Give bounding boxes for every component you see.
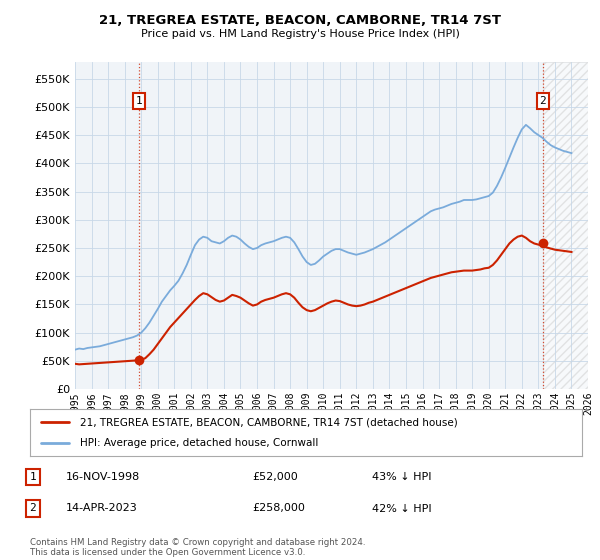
- Text: 1: 1: [29, 472, 37, 482]
- Text: £258,000: £258,000: [252, 503, 305, 514]
- Bar: [543, 62, 588, 389]
- Text: HPI: Average price, detached house, Cornwall: HPI: Average price, detached house, Corn…: [80, 438, 318, 448]
- Text: 16-NOV-1998: 16-NOV-1998: [66, 472, 140, 482]
- Text: 21, TREGREA ESTATE, BEACON, CAMBORNE, TR14 7ST: 21, TREGREA ESTATE, BEACON, CAMBORNE, TR…: [99, 14, 501, 27]
- Text: 1: 1: [136, 96, 143, 106]
- Text: £52,000: £52,000: [252, 472, 298, 482]
- Text: 2: 2: [29, 503, 37, 514]
- Text: Contains HM Land Registry data © Crown copyright and database right 2024.
This d: Contains HM Land Registry data © Crown c…: [30, 538, 365, 557]
- Text: 43% ↓ HPI: 43% ↓ HPI: [372, 472, 431, 482]
- Text: 21, TREGREA ESTATE, BEACON, CAMBORNE, TR14 7ST (detached house): 21, TREGREA ESTATE, BEACON, CAMBORNE, TR…: [80, 417, 457, 427]
- Text: 2: 2: [539, 96, 547, 106]
- Text: 42% ↓ HPI: 42% ↓ HPI: [372, 503, 431, 514]
- Text: 14-APR-2023: 14-APR-2023: [66, 503, 138, 514]
- Text: Price paid vs. HM Land Registry's House Price Index (HPI): Price paid vs. HM Land Registry's House …: [140, 29, 460, 39]
